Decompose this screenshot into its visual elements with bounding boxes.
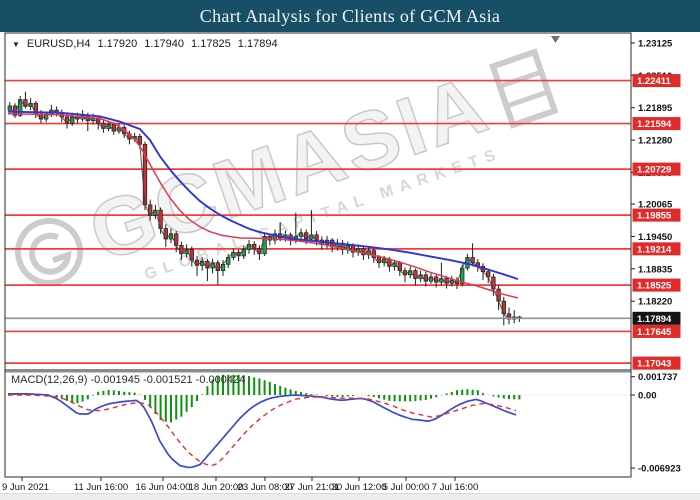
price-axis-label: 1.20065 <box>638 200 673 211</box>
price-axis-label: 1.21280 <box>638 136 672 147</box>
time-axis-label: 27 Jun 21:01 <box>285 482 340 493</box>
price-level-badge-text: 1.21594 <box>637 119 672 130</box>
candle-body <box>7 105 12 111</box>
price-axis-label: 1.18220 <box>638 297 672 308</box>
ma-slow-blue-line <box>7 110 519 281</box>
price-level-badge-text: 1.17043 <box>637 359 671 370</box>
time-axis-label: 18 Jun 20:00 <box>189 482 244 493</box>
price-level-badge-text: 1.20729 <box>637 165 671 176</box>
time-axis-label: 5 Jul 00:00 <box>383 482 429 493</box>
price-level-badge <box>632 242 681 256</box>
main-pane[interactable] <box>5 79 631 364</box>
price-level-badge <box>632 74 681 88</box>
current-price-badge-text: 1.17894 <box>637 314 672 325</box>
price-level-badge <box>632 208 681 222</box>
ma-fast-red-line <box>7 113 519 299</box>
macd-axis-label: -0.006923 <box>638 464 681 475</box>
title-bar: Chart Analysis for Clients of GCM Asia <box>0 0 700 32</box>
pane-separator[interactable] <box>5 369 631 373</box>
price-level-badge-text: 1.22411 <box>637 76 672 87</box>
time-axis-label: 11 Jun 16:00 <box>74 482 128 493</box>
price-level-badge-text: 1.19214 <box>637 244 672 255</box>
window-bottom-strip <box>0 493 700 500</box>
price-level-badge-text: 1.17645 <box>637 327 672 338</box>
price-level-badge <box>632 117 681 131</box>
shift-marker-icon <box>551 36 560 43</box>
price-level-badge-text: 1.19855 <box>637 211 672 222</box>
macd-axis-label: 0.00 <box>638 391 657 402</box>
chart-frame <box>4 32 632 478</box>
macd-signal-line <box>8 394 517 467</box>
macd-axis-label: 0.001737 <box>638 372 678 383</box>
price-axis-label: 1.19450 <box>638 232 672 243</box>
price-level-badge <box>632 356 681 370</box>
current-price-badge <box>632 311 681 325</box>
price-level-badge <box>632 324 681 338</box>
price-axis[interactable]: 1.231251.225101.218951.212801.206651.200… <box>631 39 681 475</box>
close-ma-line <box>9 98 520 320</box>
price-level-badge <box>632 278 681 292</box>
price-level-badge-text: 1.18525 <box>637 281 672 292</box>
time-axis-label: 9 Jun 2021 <box>2 482 49 493</box>
time-axis-label: 16 Jun 04:00 <box>136 482 191 493</box>
macd-line <box>8 393 517 469</box>
page-title: Chart Analysis for Clients of GCM Asia <box>199 5 501 26</box>
price-axis-label: 1.18835 <box>638 264 673 275</box>
time-axis-label: 7 Jul 16:00 <box>432 482 478 493</box>
macd-pane[interactable] <box>5 374 631 469</box>
price-axis-label: 1.23125 <box>638 39 673 50</box>
time-axis-label: 23 Jun 08:00 <box>238 482 293 493</box>
price-level-badge <box>632 162 681 176</box>
price-axis-label: 1.21895 <box>638 103 673 114</box>
time-axis-label: 30 Jun 12:00 <box>332 482 387 493</box>
